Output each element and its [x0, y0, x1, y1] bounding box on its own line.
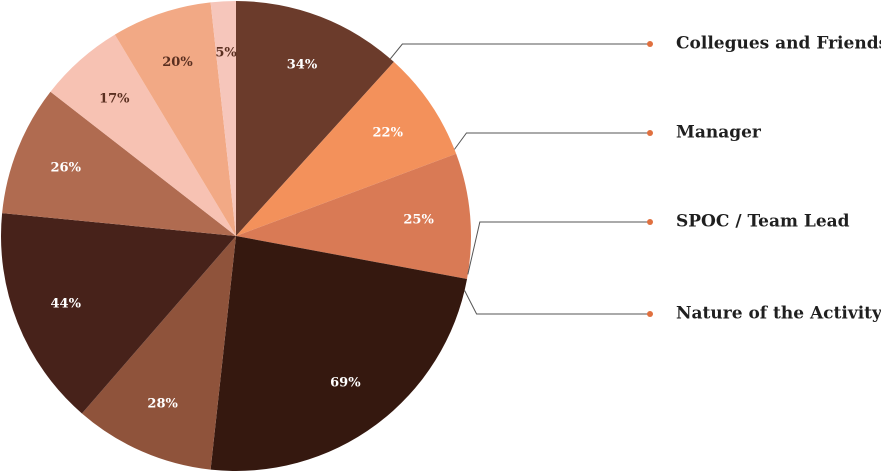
legend-marker	[647, 130, 653, 136]
slice-label: 28%	[147, 396, 178, 411]
slice-label: 22%	[372, 126, 403, 141]
pie-slice	[1, 213, 237, 414]
legend-label: Manager	[676, 123, 762, 143]
pie-slice	[210, 1, 236, 236]
legend-label: Collegues and Friends	[676, 34, 881, 54]
slice-label: 34%	[287, 57, 318, 72]
slice-label: 26%	[50, 161, 81, 176]
legend-marker	[647, 311, 653, 317]
leader-line	[467, 221, 650, 275]
slice-label: 17%	[99, 91, 130, 106]
pie-slice	[236, 1, 394, 236]
leader-line	[454, 132, 650, 150]
pie-slice	[236, 153, 472, 280]
pie-slice	[114, 2, 236, 237]
pie-slice	[50, 34, 237, 236]
pie-slice	[236, 61, 457, 237]
slice-label: 20%	[162, 55, 193, 70]
legend-label: SPOC / Team Lead	[676, 212, 850, 232]
pie-slice	[81, 236, 237, 470]
slice-label: 5%	[215, 45, 237, 60]
legend-label: Nature of the Activity	[676, 304, 881, 324]
pie-slice	[2, 91, 237, 236]
leader-line	[464, 290, 650, 315]
legend-marker	[647, 41, 653, 47]
pie-slice	[210, 236, 468, 471]
slice-label: 44%	[50, 296, 81, 311]
slice-label: 69%	[330, 376, 361, 391]
slice-label: 25%	[403, 213, 434, 228]
legend-marker	[647, 219, 653, 225]
leader-line	[389, 43, 650, 60]
